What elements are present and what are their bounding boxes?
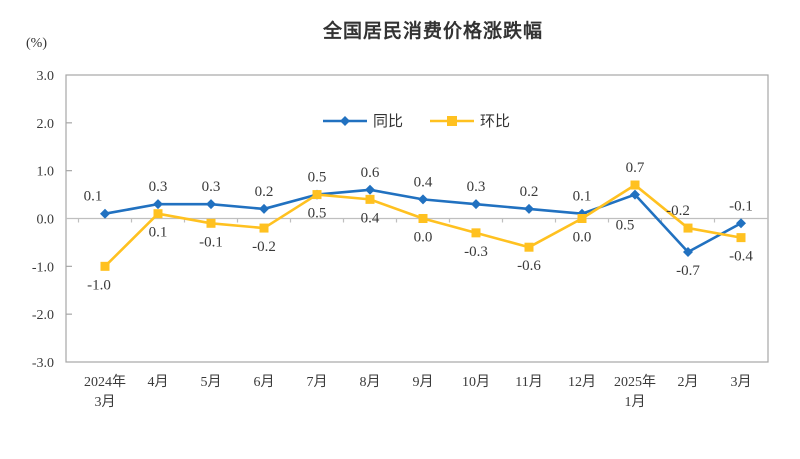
svg-text:0.2: 0.2 — [520, 184, 539, 200]
svg-text:-0.1: -0.1 — [199, 234, 223, 250]
svg-text:0.3: 0.3 — [202, 179, 221, 195]
svg-text:1月: 1月 — [625, 394, 646, 410]
svg-text:6月: 6月 — [254, 374, 275, 390]
svg-text:1.0: 1.0 — [37, 165, 55, 180]
svg-text:-1.0: -1.0 — [32, 260, 54, 275]
mom-line-marker-icon — [430, 115, 475, 126]
svg-text:8月: 8月 — [360, 374, 381, 390]
svg-text:2024年: 2024年 — [84, 374, 126, 390]
svg-text:0.1: 0.1 — [149, 225, 168, 241]
svg-text:3.0: 3.0 — [37, 69, 55, 84]
svg-text:0.7: 0.7 — [626, 160, 645, 176]
svg-text:12月: 12月 — [568, 374, 596, 390]
legend-label-mom: 环比 — [480, 113, 511, 130]
svg-text:-0.3: -0.3 — [464, 244, 488, 260]
svg-text:0.5: 0.5 — [616, 218, 635, 234]
svg-text:2025年: 2025年 — [614, 374, 656, 390]
svg-text:11月: 11月 — [515, 374, 542, 390]
chart-legend: 同比 环比 — [322, 110, 510, 131]
yoy-line-marker-icon — [323, 115, 367, 126]
legend-label-yoy: 同比 — [373, 113, 404, 130]
svg-text:-0.1: -0.1 — [729, 198, 753, 214]
svg-text:0.3: 0.3 — [149, 179, 168, 195]
svg-text:2月: 2月 — [678, 374, 699, 390]
svg-text:-2.0: -2.0 — [32, 308, 54, 323]
svg-text:0.1: 0.1 — [84, 189, 103, 205]
svg-text:10月: 10月 — [462, 374, 490, 390]
svg-text:0.0: 0.0 — [37, 213, 55, 228]
y-axis-unit-label: (%) — [26, 36, 47, 51]
svg-text:0.4: 0.4 — [414, 174, 433, 190]
svg-text:5月: 5月 — [201, 374, 222, 390]
svg-text:0.2: 0.2 — [255, 184, 274, 200]
svg-text:0.5: 0.5 — [308, 206, 327, 222]
svg-text:0.5: 0.5 — [308, 170, 327, 186]
svg-text:0.0: 0.0 — [414, 230, 433, 246]
svg-text:0.0: 0.0 — [573, 230, 592, 246]
svg-text:-0.2: -0.2 — [666, 203, 690, 219]
legend-item-mom: 环比 — [429, 110, 510, 131]
svg-text:-0.4: -0.4 — [729, 249, 753, 265]
svg-text:-0.6: -0.6 — [517, 258, 541, 274]
svg-text:-0.2: -0.2 — [252, 239, 276, 255]
svg-text:3月: 3月 — [731, 374, 752, 390]
svg-text:-0.7: -0.7 — [676, 263, 700, 279]
svg-text:9月: 9月 — [413, 374, 434, 390]
svg-text:0.1: 0.1 — [573, 189, 592, 205]
svg-text:2.0: 2.0 — [37, 117, 55, 132]
svg-text:4月: 4月 — [148, 374, 169, 390]
svg-text:0.3: 0.3 — [467, 179, 486, 195]
svg-text:7月: 7月 — [307, 374, 328, 390]
svg-text:3月: 3月 — [95, 394, 116, 410]
legend-item-yoy: 同比 — [322, 110, 403, 131]
svg-text:0.6: 0.6 — [361, 165, 380, 181]
svg-text:0.4: 0.4 — [361, 210, 380, 226]
svg-text:-1.0: -1.0 — [87, 277, 111, 293]
chart-title: 全国居民消费价格涨跌幅 — [322, 21, 543, 42]
svg-text:-3.0: -3.0 — [32, 356, 54, 371]
